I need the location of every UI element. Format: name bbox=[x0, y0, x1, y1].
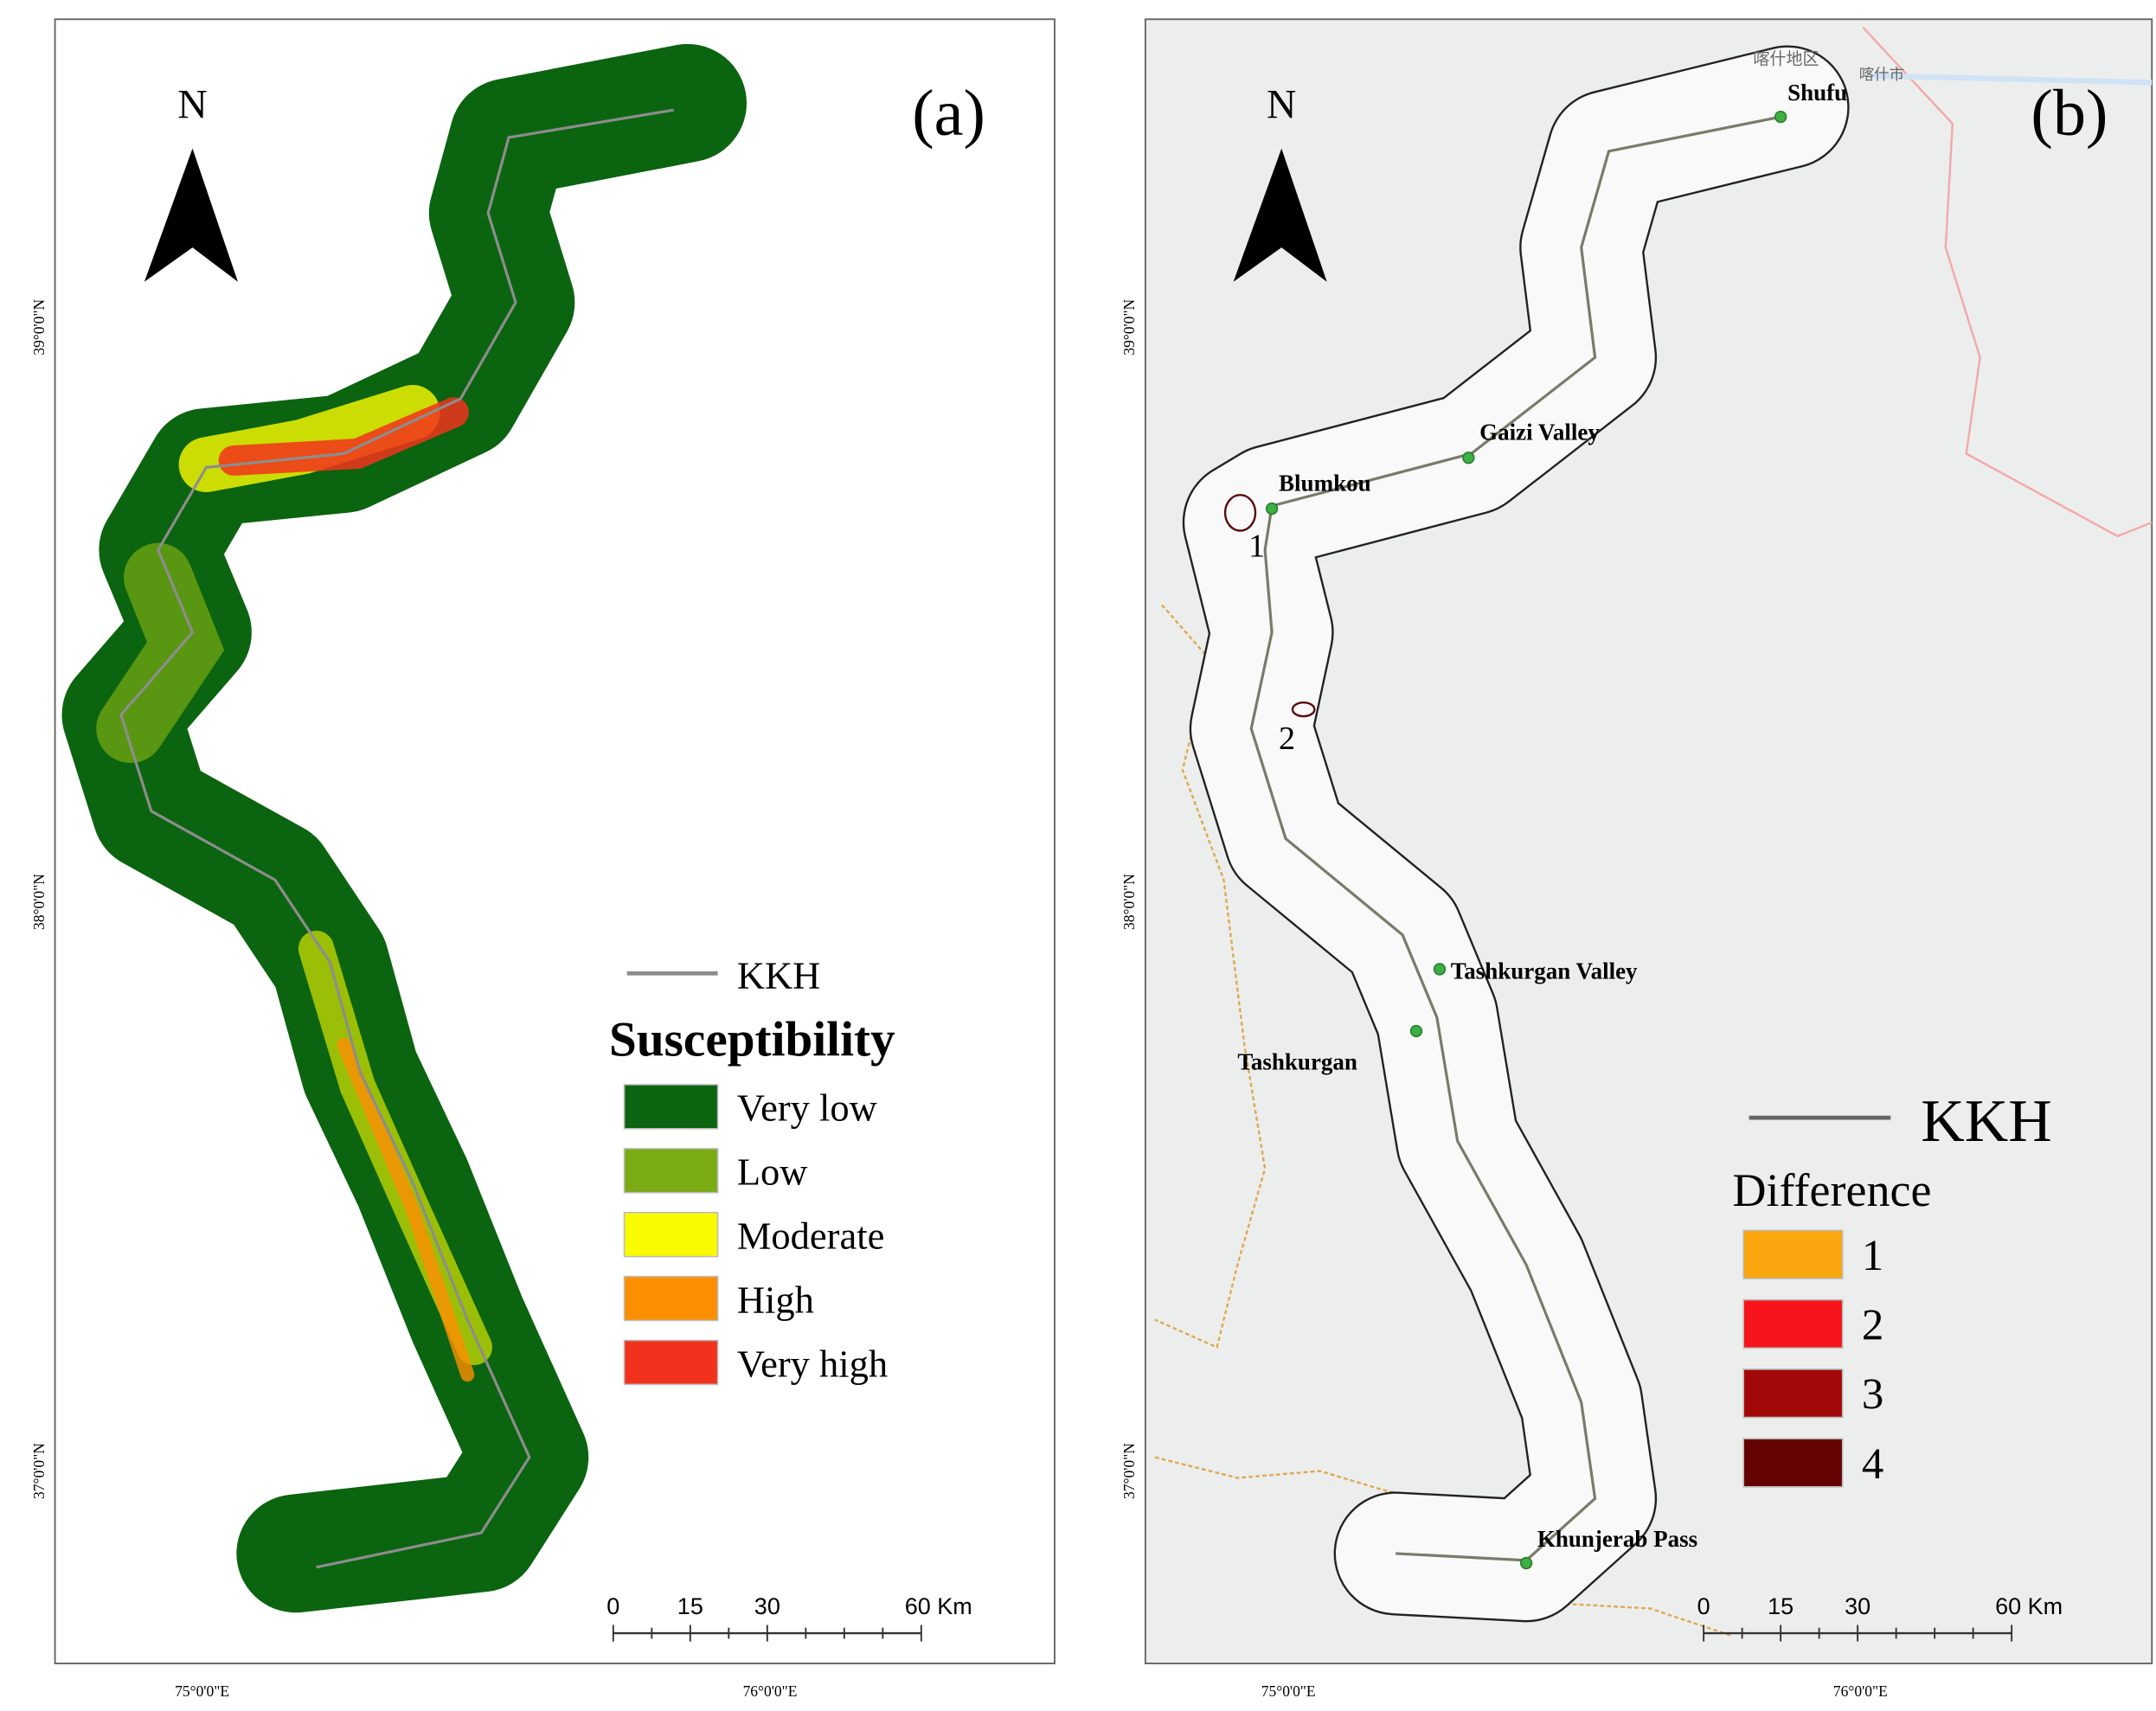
map-text: 喀什市 bbox=[1859, 66, 1904, 83]
river bbox=[1870, 73, 2153, 86]
north-arrow bbox=[1233, 148, 1327, 282]
place-label: Gaizi Valley bbox=[1479, 420, 1600, 445]
lon-label: 75°0'0"E bbox=[175, 1682, 229, 1700]
legend-swatch bbox=[623, 1148, 719, 1194]
legend-label: 2 bbox=[1862, 1300, 1883, 1349]
place-label: Tashkurgan Valley bbox=[1451, 958, 1638, 984]
legend-line-label: KKH bbox=[737, 954, 820, 997]
legend-title: Difference bbox=[1733, 1164, 1932, 1216]
lon-label: 75°0'0"E bbox=[1261, 1682, 1316, 1700]
place-label: Blumkou bbox=[1279, 470, 1371, 496]
lat-label: 39°0'0"N bbox=[30, 298, 48, 355]
corridor-a bbox=[61, 43, 747, 1613]
lat-label: 37°0'0"N bbox=[30, 1443, 48, 1499]
area-outline bbox=[1223, 493, 1257, 532]
legend-swatch bbox=[623, 1339, 719, 1386]
legend: Very low Low Moderate High Very high bbox=[623, 1084, 888, 1386]
map-text: 喀什地区 bbox=[1753, 50, 1819, 69]
lat-label: 38°0'0"N bbox=[30, 874, 48, 930]
legend-label: 3 bbox=[1862, 1370, 1883, 1419]
lat-label: 37°0'0"N bbox=[1120, 1443, 1138, 1499]
legend-swatch bbox=[623, 1084, 719, 1130]
place-label: Tashkurgan bbox=[1237, 1048, 1357, 1074]
north-label: N bbox=[177, 83, 207, 128]
scale-label: 15 bbox=[677, 1593, 703, 1619]
lat-label: 38°0'0"N bbox=[1120, 874, 1138, 930]
scale-label: 0 bbox=[1697, 1593, 1710, 1619]
road bbox=[1862, 26, 2153, 538]
lon-label: 76°0'0"E bbox=[1833, 1682, 1888, 1700]
lat-label: 39°0'0"N bbox=[1120, 298, 1138, 355]
legend-line-label: KKH bbox=[1921, 1088, 2051, 1155]
scale-label: 15 bbox=[1768, 1593, 1793, 1619]
north-label: N bbox=[1267, 83, 1296, 128]
area-number: 2 bbox=[1279, 721, 1295, 757]
scale-label: 0 bbox=[606, 1593, 619, 1619]
legend-swatch bbox=[1742, 1229, 1844, 1279]
place-label: Shufu bbox=[1787, 80, 1847, 106]
scale-label: 60 Km bbox=[905, 1593, 972, 1619]
legend-label: Moderate bbox=[737, 1214, 885, 1257]
legend-label: Very high bbox=[737, 1342, 888, 1385]
corridor-b bbox=[1182, 45, 1850, 1623]
north-arrow bbox=[144, 148, 238, 282]
legend-label: High bbox=[737, 1278, 814, 1321]
scale-label: 30 bbox=[754, 1593, 780, 1619]
legend-label: 4 bbox=[1862, 1439, 1883, 1488]
panel-label: (a) bbox=[912, 76, 985, 150]
legend-swatch bbox=[1742, 1298, 1844, 1349]
area-number: 1 bbox=[1248, 529, 1265, 565]
panel-label: (b) bbox=[2031, 76, 2108, 150]
scale-label: 60 Km bbox=[1995, 1593, 2063, 1619]
legend-title: Susceptibility bbox=[609, 1013, 895, 1067]
scale-bar: 0 15 30 60 Km bbox=[1697, 1593, 2063, 1642]
place-points bbox=[1265, 110, 1787, 1570]
legend-swatch bbox=[623, 1275, 719, 1322]
figure-content: N (a) 39°0'0"N 38°0'0"N 37°0'0"N 75°0'0"… bbox=[30, 18, 2153, 1700]
lon-label: 76°0'0"E bbox=[743, 1682, 798, 1700]
legend-swatch bbox=[1742, 1368, 1844, 1419]
legend-label: Low bbox=[737, 1150, 808, 1194]
scale-bar: 0 15 30 60 Km bbox=[606, 1593, 972, 1642]
place-label: Khunjerab Pass bbox=[1537, 1526, 1697, 1552]
area-outline bbox=[1291, 701, 1316, 718]
scale-label: 30 bbox=[1845, 1593, 1870, 1619]
legend-swatch bbox=[1742, 1438, 1844, 1488]
legend-label: Very low bbox=[737, 1086, 877, 1130]
legend: 1 2 3 4 bbox=[1742, 1229, 1883, 1488]
legend-label: 1 bbox=[1862, 1231, 1883, 1279]
legend-swatch bbox=[623, 1211, 719, 1258]
